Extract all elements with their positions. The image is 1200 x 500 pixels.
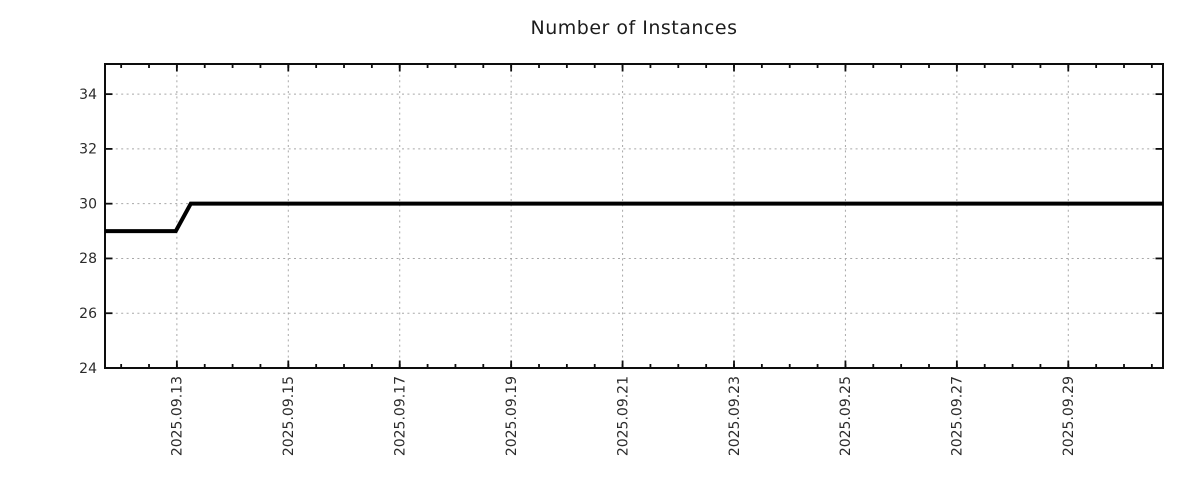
y-tick-label: 28 (79, 251, 97, 267)
y-tick-label: 24 (79, 361, 97, 377)
chart-title: Number of Instances (530, 17, 738, 39)
x-tick-label: 2025.09.15 (281, 376, 297, 456)
x-tick-label: 2025.09.13 (170, 376, 186, 456)
x-tick-label: 2025.09.27 (950, 376, 966, 456)
x-tick-label: 2025.09.25 (838, 376, 854, 456)
x-tick-label: 2025.09.21 (615, 376, 631, 456)
x-tick-label: 2025.09.19 (504, 376, 520, 456)
y-tick-label: 30 (79, 196, 97, 212)
plot-border (104, 63, 1164, 369)
series-line-instances (105, 201, 1163, 234)
y-tick-label: 26 (79, 306, 97, 322)
y-tick-label: 34 (79, 87, 97, 103)
axis-labels: 24 26 28 30 32 34 2025.09.13 2025.09.15 2025.09.… (79, 87, 1077, 456)
y-tick-label: 32 (79, 142, 97, 158)
axis-ticks (105, 64, 1163, 369)
x-tick-label: 2025.09.17 (392, 376, 408, 456)
x-tick-label: 2025.09.29 (1061, 376, 1077, 456)
x-tick-label: 2025.09.23 (727, 376, 743, 456)
gridlines (105, 64, 1163, 368)
